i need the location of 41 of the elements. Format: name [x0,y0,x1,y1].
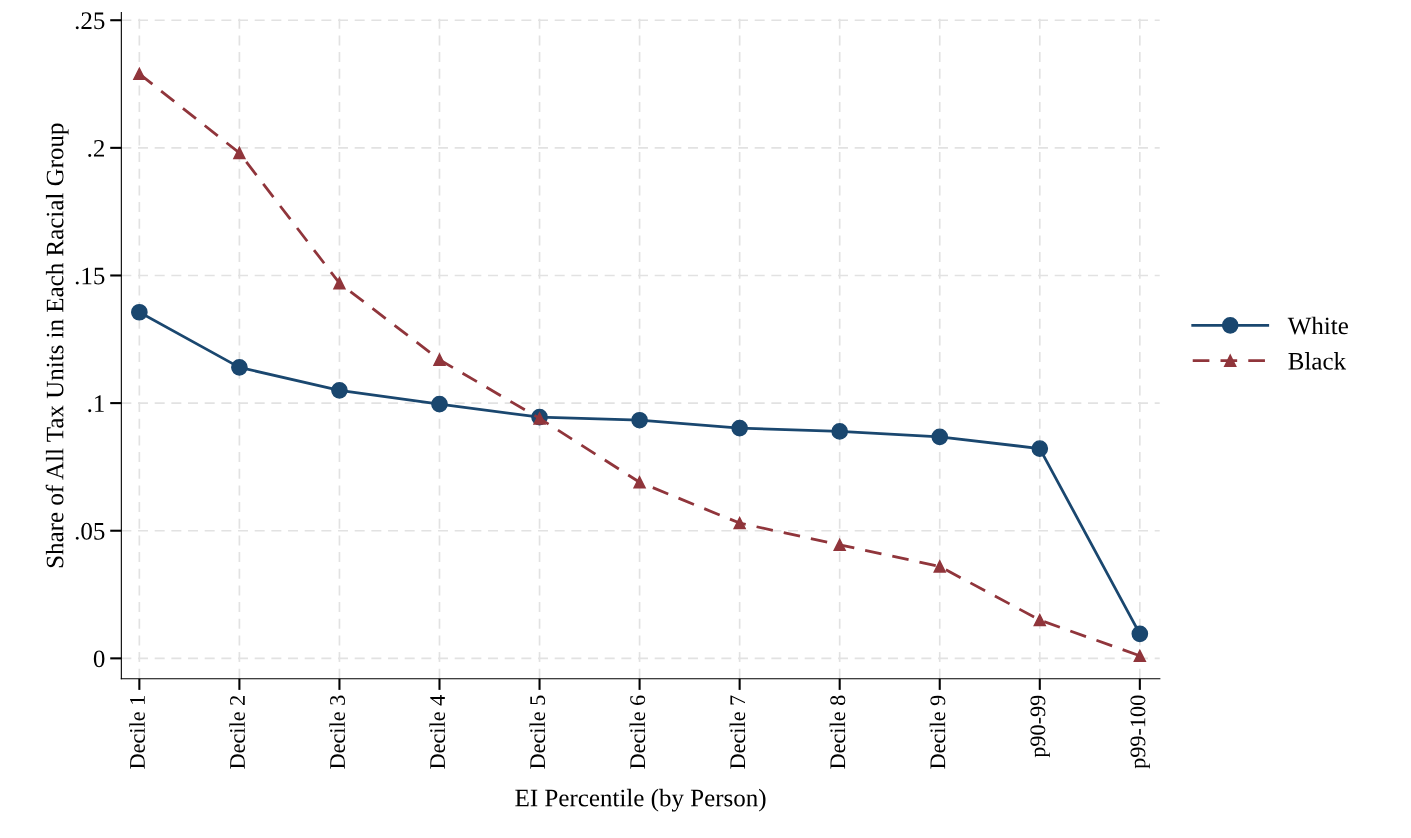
point [1131,625,1149,643]
y-tick-label: .2 [88,139,104,157]
point [831,423,849,440]
y-tick-label: .05 [75,522,105,540]
x-tick-label: Decile 6 [629,695,646,769]
x-tick-label: Decile 4 [429,695,446,769]
x-tick-label: p99-100 [1130,695,1150,769]
point [333,276,346,290]
x-tick-label: Decile 9 [929,695,946,769]
point [1133,649,1147,663]
x-tick-label: p90-99 [1030,695,1050,758]
point [833,538,846,552]
y-axis-title: Share of All Tax Units in Each Racial Group [45,123,69,568]
y-tick-label: .1 [88,395,104,413]
x-tick-label: Decile 5 [529,695,546,769]
legend-label: White [1287,316,1348,335]
point [731,419,748,437]
point [1031,440,1049,457]
point [631,411,648,429]
x-axis-title: EI Percentile (by Person) [515,788,766,812]
point [431,395,448,413]
x-tick-label: Decile 8 [829,695,846,769]
x-tick-label: Decile 2 [229,695,245,769]
point [931,428,949,446]
point [231,359,248,376]
y-tick-label: .25 [75,12,105,30]
y-tick-label: 0 [93,650,105,668]
point [233,146,246,160]
point [131,303,148,321]
legend-label: Black [1288,352,1347,370]
point [433,353,446,366]
y-tick-label: .15 [75,267,105,285]
point [933,560,946,573]
x-tick-label: Decile 3 [329,695,346,769]
point [1033,613,1047,627]
point [733,516,746,530]
x-tick-label: Decile 7 [729,695,746,769]
point [633,475,646,489]
x-tick-label: Decile 1 [129,696,145,769]
point [133,67,146,81]
point [331,382,348,399]
